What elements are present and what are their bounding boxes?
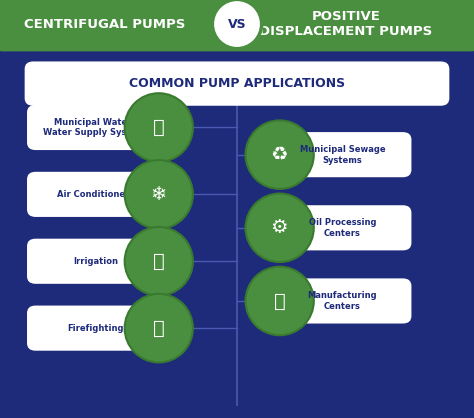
Text: VS: VS bbox=[228, 18, 246, 31]
Ellipse shape bbox=[125, 227, 193, 296]
Text: Air Conditioners: Air Conditioners bbox=[57, 190, 135, 199]
Ellipse shape bbox=[246, 194, 314, 262]
FancyBboxPatch shape bbox=[27, 172, 165, 217]
Text: Irrigation: Irrigation bbox=[73, 257, 118, 266]
Text: Municipal Water /
Water Supply Systems: Municipal Water / Water Supply Systems bbox=[43, 117, 149, 138]
FancyBboxPatch shape bbox=[27, 105, 165, 150]
FancyBboxPatch shape bbox=[273, 132, 411, 177]
Ellipse shape bbox=[212, 0, 262, 48]
Text: ❄️: ❄️ bbox=[151, 185, 167, 204]
Text: ♻️: ♻️ bbox=[271, 145, 288, 164]
Ellipse shape bbox=[125, 93, 193, 162]
FancyBboxPatch shape bbox=[25, 61, 449, 106]
Text: 🏭: 🏭 bbox=[274, 291, 285, 311]
Text: 🚰: 🚰 bbox=[153, 118, 164, 137]
Text: 💧: 💧 bbox=[153, 252, 164, 271]
Text: Municipal Sewage
Systems: Municipal Sewage Systems bbox=[300, 145, 385, 165]
FancyBboxPatch shape bbox=[0, 0, 474, 51]
Ellipse shape bbox=[125, 294, 193, 362]
Ellipse shape bbox=[246, 120, 314, 189]
Text: POSITIVE
DISPLACEMENT PUMPS: POSITIVE DISPLACEMENT PUMPS bbox=[259, 10, 433, 38]
FancyBboxPatch shape bbox=[27, 306, 165, 351]
Text: ⚙️: ⚙️ bbox=[271, 218, 288, 237]
Text: Manufacturing
Centers: Manufacturing Centers bbox=[308, 291, 377, 311]
Text: Firefighting: Firefighting bbox=[68, 324, 124, 333]
FancyBboxPatch shape bbox=[27, 239, 165, 284]
Text: COMMON PUMP APPLICATIONS: COMMON PUMP APPLICATIONS bbox=[129, 77, 345, 90]
Ellipse shape bbox=[246, 267, 314, 335]
FancyBboxPatch shape bbox=[273, 278, 411, 324]
Text: Oil Processing
Centers: Oil Processing Centers bbox=[309, 218, 376, 238]
Text: 🔥: 🔥 bbox=[153, 319, 164, 338]
FancyBboxPatch shape bbox=[273, 205, 411, 250]
Text: CENTRIFUGAL PUMPS: CENTRIFUGAL PUMPS bbox=[24, 18, 185, 31]
Ellipse shape bbox=[125, 160, 193, 229]
